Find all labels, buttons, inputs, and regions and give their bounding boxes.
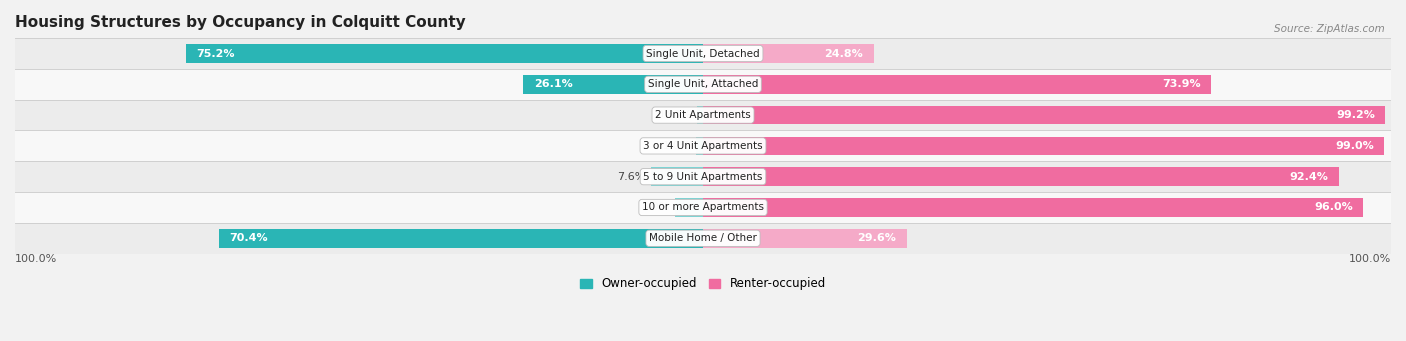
Text: Mobile Home / Other: Mobile Home / Other [650, 233, 756, 243]
Text: 70.4%: 70.4% [229, 233, 267, 243]
Text: 5 to 9 Unit Apartments: 5 to 9 Unit Apartments [644, 172, 762, 182]
Bar [15, 100, 1391, 131]
Bar [15, 131, 1391, 161]
Bar [15, 69, 1391, 100]
Bar [703, 44, 873, 63]
Bar [696, 137, 703, 155]
Bar [703, 167, 1339, 186]
Legend: Owner-occupied, Renter-occupied: Owner-occupied, Renter-occupied [575, 273, 831, 295]
Text: 4.0%: 4.0% [641, 203, 671, 212]
Text: 0.83%: 0.83% [657, 110, 692, 120]
Text: 99.0%: 99.0% [1336, 141, 1374, 151]
Text: Single Unit, Detached: Single Unit, Detached [647, 48, 759, 59]
Text: 96.0%: 96.0% [1315, 203, 1353, 212]
Text: 100.0%: 100.0% [1348, 254, 1391, 264]
Bar [703, 137, 1384, 155]
Text: 75.2%: 75.2% [195, 48, 235, 59]
Bar [219, 229, 703, 248]
Bar [15, 223, 1391, 254]
Bar [15, 192, 1391, 223]
Bar [15, 161, 1391, 192]
Text: 29.6%: 29.6% [858, 233, 897, 243]
Text: 3 or 4 Unit Apartments: 3 or 4 Unit Apartments [643, 141, 763, 151]
Bar [15, 38, 1391, 69]
Text: 2 Unit Apartments: 2 Unit Apartments [655, 110, 751, 120]
Text: 99.2%: 99.2% [1336, 110, 1375, 120]
Text: 100.0%: 100.0% [15, 254, 58, 264]
Text: Single Unit, Attached: Single Unit, Attached [648, 79, 758, 89]
Text: 73.9%: 73.9% [1163, 79, 1201, 89]
Bar [703, 75, 1212, 93]
Text: Housing Structures by Occupancy in Colquitt County: Housing Structures by Occupancy in Colqu… [15, 15, 465, 30]
Bar [651, 167, 703, 186]
Bar [703, 198, 1364, 217]
Text: 10 or more Apartments: 10 or more Apartments [643, 203, 763, 212]
Text: 1.0%: 1.0% [662, 141, 690, 151]
Bar [703, 229, 907, 248]
Text: 26.1%: 26.1% [534, 79, 572, 89]
Bar [675, 198, 703, 217]
Text: 92.4%: 92.4% [1289, 172, 1329, 182]
Bar [186, 44, 703, 63]
Bar [697, 106, 703, 124]
Bar [523, 75, 703, 93]
Text: Source: ZipAtlas.com: Source: ZipAtlas.com [1274, 24, 1385, 34]
Text: 7.6%: 7.6% [617, 172, 645, 182]
Bar [703, 106, 1385, 124]
Text: 24.8%: 24.8% [824, 48, 863, 59]
